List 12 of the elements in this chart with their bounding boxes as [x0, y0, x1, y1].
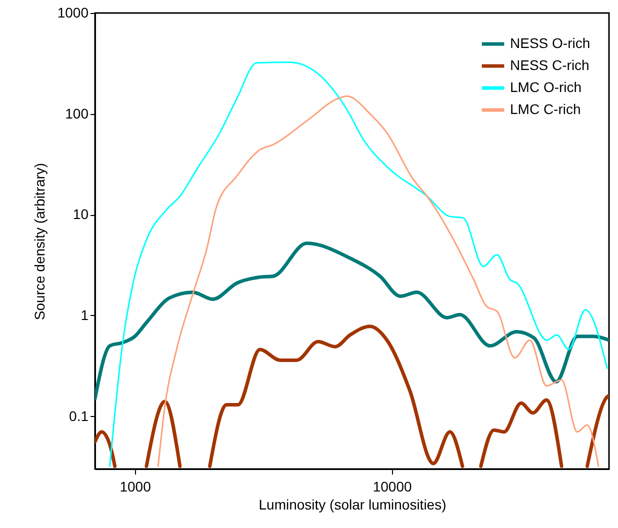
x-tick-label: 10000 — [372, 478, 412, 494]
legend-label: LMC C-rich — [510, 101, 581, 117]
legend-label: NESS C-rich — [510, 57, 590, 73]
y-tick-label: 0.1 — [69, 408, 89, 424]
x-axis-title: Luminosity (solar luminosities) — [258, 496, 446, 512]
y-tick-label: 10 — [72, 206, 89, 222]
legend-label: LMC O-rich — [510, 79, 582, 95]
y-tick-label: 1 — [80, 306, 89, 323]
y-axis-title: Source density (arbitrary) — [31, 162, 48, 320]
y-tick-label: 100 — [65, 105, 89, 122]
y-tick-label: 1000 — [57, 4, 89, 20]
legend-label: NESS O-rich — [510, 35, 590, 51]
